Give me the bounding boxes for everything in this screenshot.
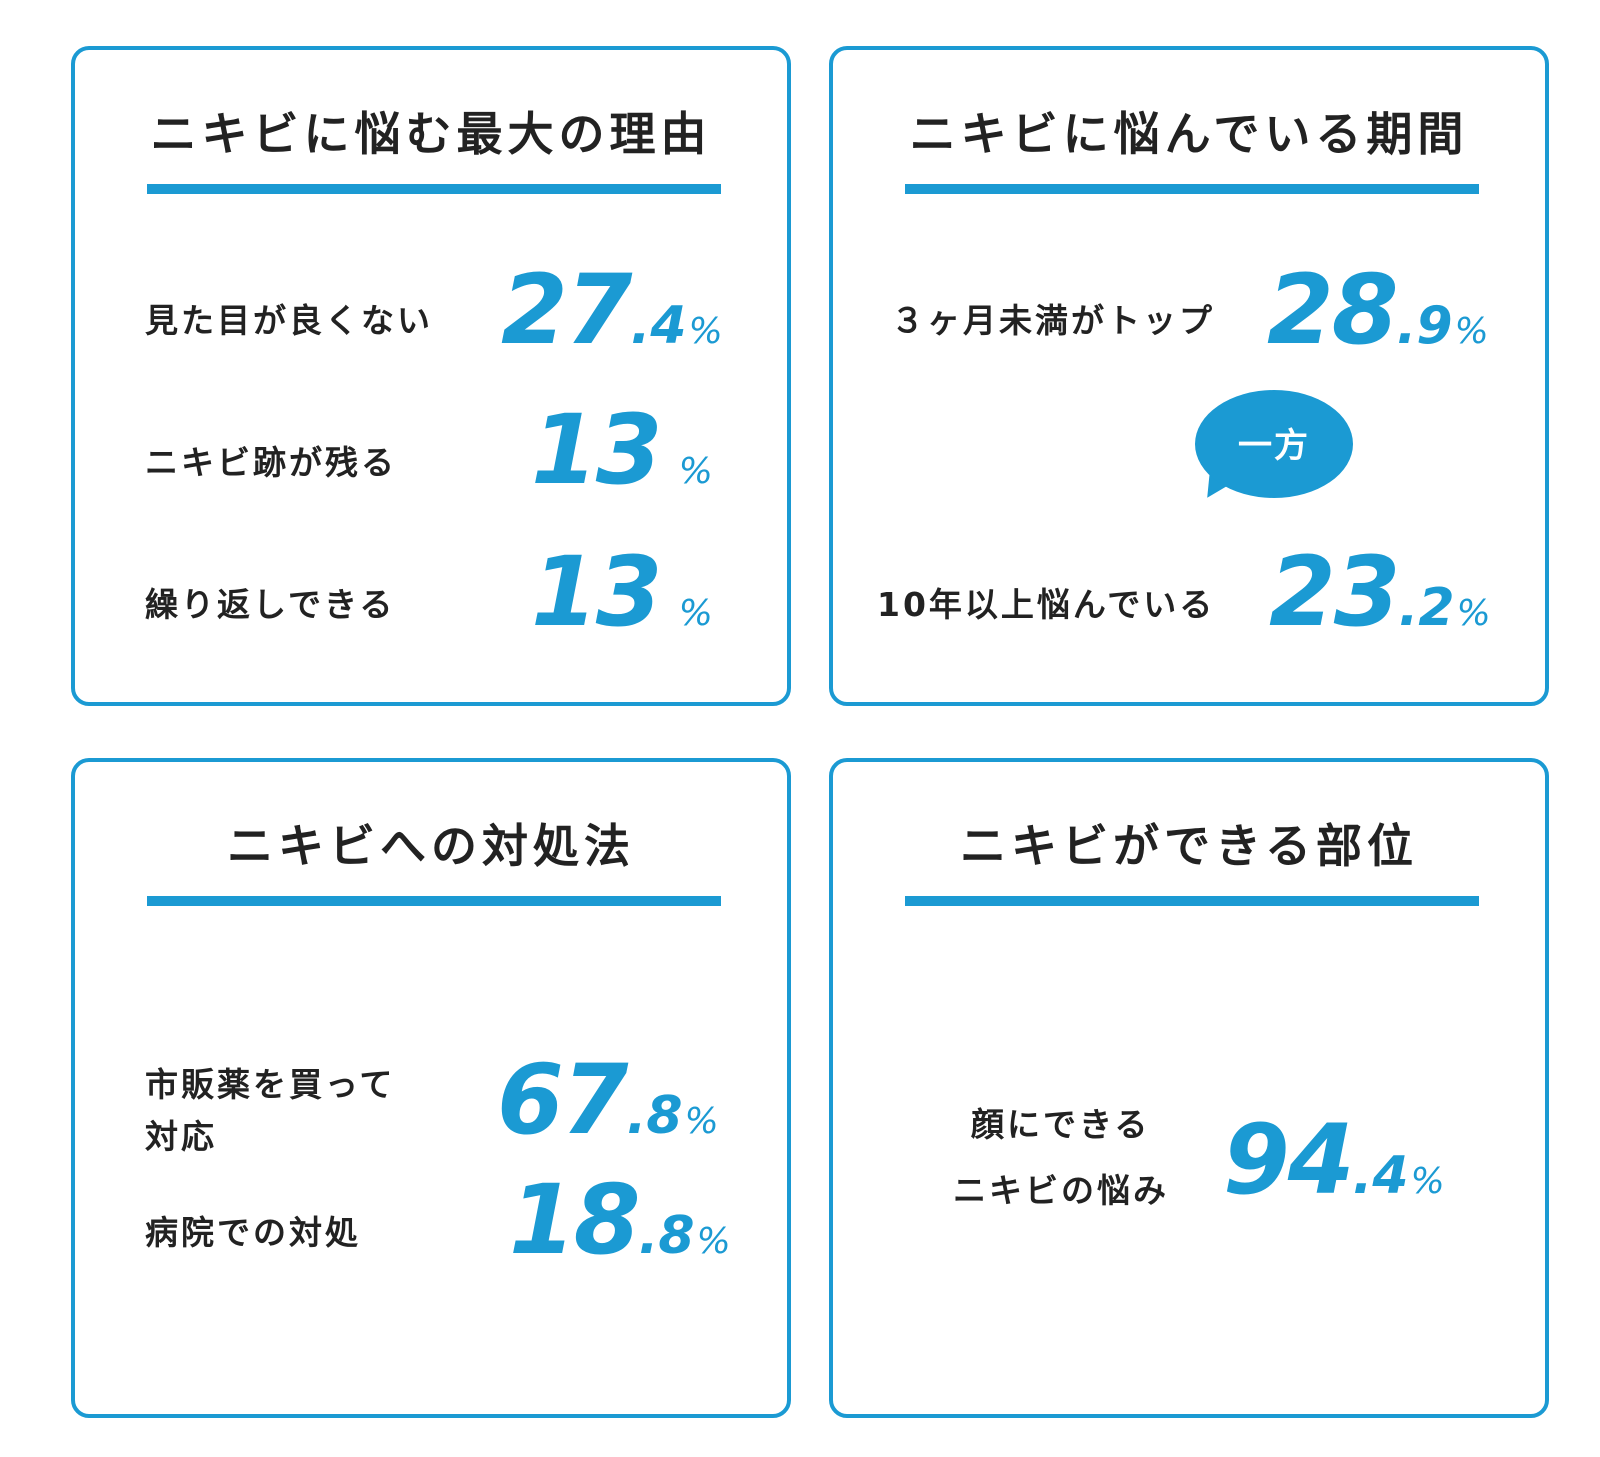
percent-sign: % — [678, 451, 713, 492]
stat-label-line: 市販薬を買って — [145, 1065, 396, 1104]
stat-integer: 28 — [1267, 254, 1399, 366]
stat-integer: 94 — [1223, 1104, 1355, 1216]
speech-bubble: 一方 — [1195, 390, 1365, 510]
stat-label: 見た目が良くない — [145, 301, 433, 340]
stat-label: 10年以上悩んでいる — [877, 585, 1216, 624]
card-acne-treatment: ニキビへの対処法 市販薬を買って 対応 67.8% 病院での対処 18.8% — [71, 758, 791, 1418]
stat-label-line: ニキビの悩み — [953, 1171, 1169, 1210]
stat-value: 13% — [531, 544, 713, 640]
stat-decimal: .8 — [638, 1206, 695, 1266]
stat-value: 94.4% — [1223, 1112, 1445, 1208]
stat-integer: 13 — [531, 536, 663, 648]
title-underline — [905, 896, 1479, 906]
speech-bubble-text: 一方 — [1238, 426, 1310, 466]
stat-decimal: .4 — [1352, 1146, 1409, 1206]
stat-label: 繰り返しできる — [145, 585, 396, 624]
percent-sign: % — [678, 593, 713, 634]
stat-value: 28.9% — [1267, 262, 1489, 358]
stat-integer: 27 — [501, 254, 633, 366]
title-underline — [147, 896, 721, 906]
card-acne-reasons: ニキビに悩む最大の理由 見た目が良くない 27.4% ニキビ跡が残る 13% 繰… — [71, 46, 791, 706]
card-title: ニキビに悩んでいる期間 — [909, 107, 1469, 161]
stat-integer: 18 — [509, 1164, 641, 1276]
stat-value: 67.8% — [497, 1052, 719, 1148]
card-acne-duration: ニキビに悩んでいる期間 ３ヶ月未満がトップ 28.9% 一方 10年以上悩んでい… — [829, 46, 1549, 706]
card-title: ニキビへの対処法 — [227, 819, 635, 873]
stat-decimal: .2 — [1398, 578, 1455, 638]
stat-decimal: .4 — [630, 296, 687, 356]
percent-sign: % — [1454, 311, 1489, 352]
stat-integer: 67 — [497, 1044, 629, 1156]
stat-value: 18.8% — [509, 1172, 731, 1268]
percent-sign: % — [684, 1101, 719, 1142]
stat-label-line: 対応 — [145, 1117, 217, 1156]
card-acne-location: ニキビができる部位 顔にできる ニキビの悩み 94.4% — [829, 758, 1549, 1418]
stat-integer: 13 — [531, 394, 663, 506]
percent-sign: % — [688, 311, 723, 352]
card-title: ニキビに悩む最大の理由 — [150, 107, 712, 161]
card-title: ニキビができる部位 — [959, 819, 1419, 873]
stat-value: 23.2% — [1269, 544, 1491, 640]
percent-sign: % — [1410, 1161, 1445, 1202]
percent-sign: % — [1456, 593, 1491, 634]
stat-value: 13% — [531, 402, 713, 498]
stat-integer: 23 — [1269, 536, 1401, 648]
stat-label: ３ヶ月未満がトップ — [891, 301, 1215, 340]
stat-label: 病院での対処 — [145, 1213, 361, 1252]
stat-decimal: .9 — [1396, 296, 1453, 356]
speech-bubble-body — [1195, 390, 1353, 498]
stat-decimal: .8 — [626, 1086, 683, 1146]
percent-sign: % — [696, 1221, 731, 1262]
title-underline — [905, 184, 1479, 194]
title-underline — [147, 184, 721, 194]
stat-label-line: 顔にできる — [971, 1105, 1151, 1144]
stat-value: 27.4% — [501, 262, 723, 358]
stat-label: ニキビ跡が残る — [145, 443, 397, 482]
